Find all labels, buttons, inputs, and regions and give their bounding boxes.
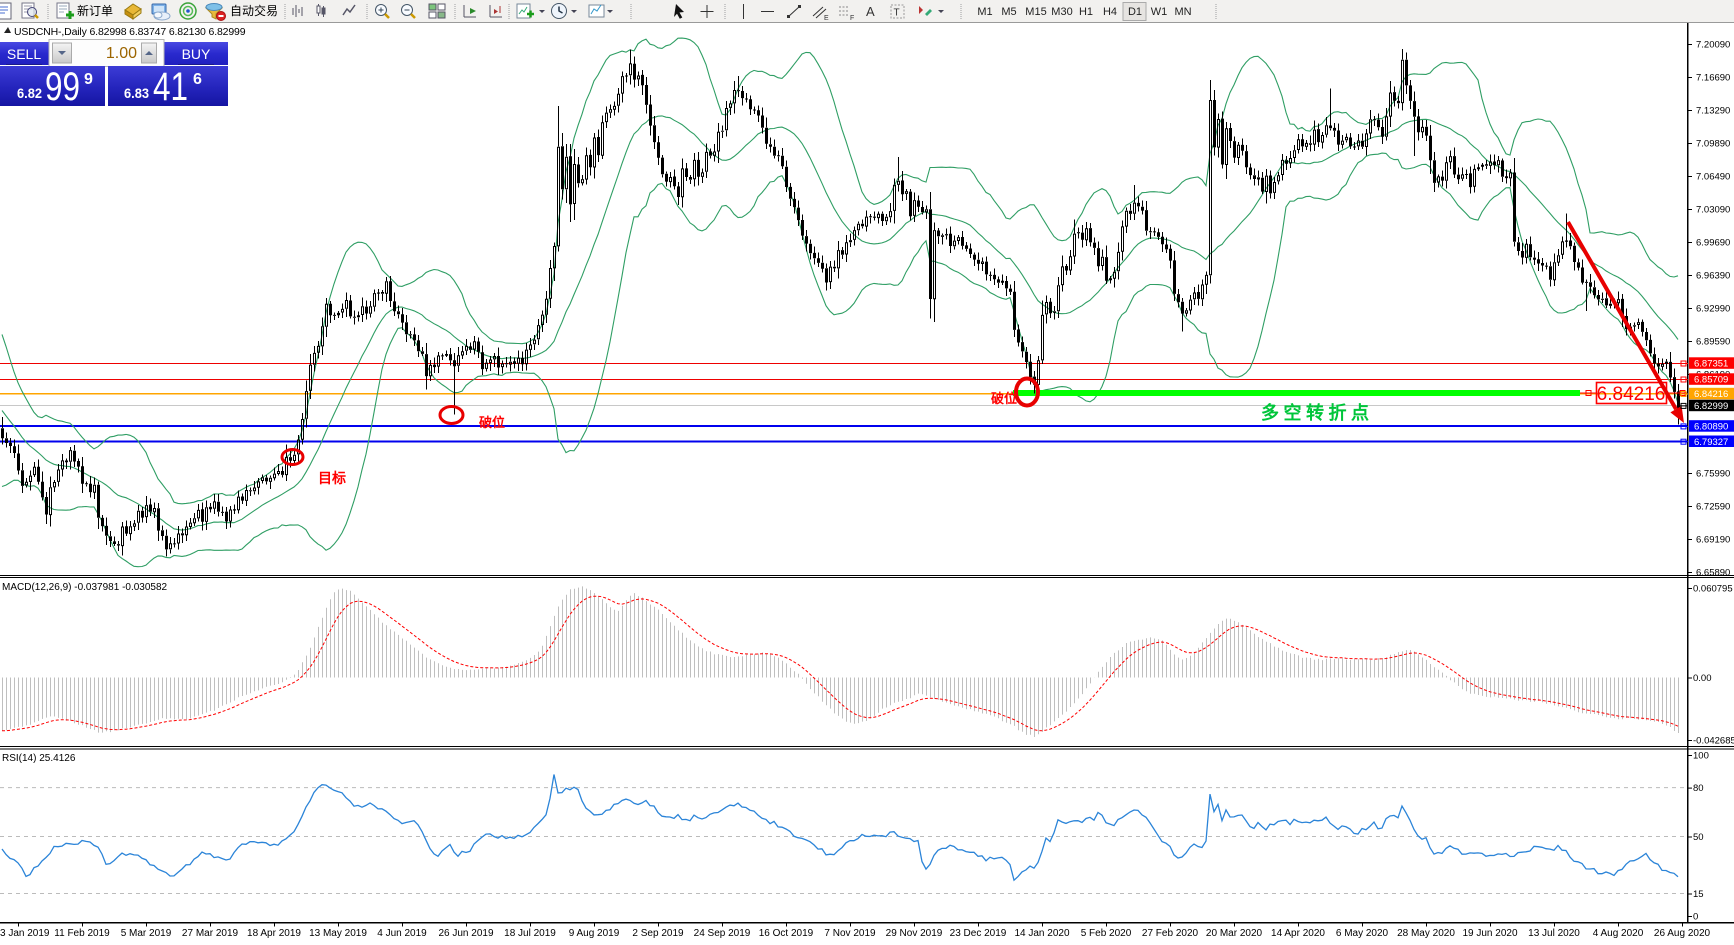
svg-text:27 Mar 2019: 27 Mar 2019	[182, 928, 239, 939]
svg-text:M5: M5	[1001, 6, 1016, 18]
svg-text:多空转折点: 多空转折点	[1261, 402, 1374, 423]
svg-text:6.92990: 6.92990	[1696, 304, 1730, 315]
svg-text:M15: M15	[1025, 6, 1046, 18]
svg-text:4 Aug 2020: 4 Aug 2020	[1593, 928, 1644, 939]
svg-text:SELL: SELL	[7, 46, 41, 62]
svg-text:18 Jul 2019: 18 Jul 2019	[504, 928, 556, 939]
svg-text:BUY: BUY	[182, 46, 211, 62]
svg-text:14 Jan 2020: 14 Jan 2020	[1014, 928, 1069, 939]
svg-text:6.82: 6.82	[17, 85, 42, 101]
svg-text:28 May 2020: 28 May 2020	[1397, 928, 1455, 939]
svg-text:A: A	[866, 4, 875, 19]
svg-text:1.00: 1.00	[106, 45, 137, 62]
svg-text:7 Nov 2019: 7 Nov 2019	[824, 928, 876, 939]
svg-text:9: 9	[84, 71, 93, 88]
svg-text:RSI(14) 25.4126: RSI(14) 25.4126	[2, 753, 76, 764]
svg-text:0.060795: 0.060795	[1693, 584, 1733, 595]
svg-text:5 Mar 2019: 5 Mar 2019	[121, 928, 172, 939]
svg-text:6.75990: 6.75990	[1696, 469, 1730, 480]
svg-text:23 Dec 2019: 23 Dec 2019	[950, 928, 1007, 939]
svg-text:29 Nov 2019: 29 Nov 2019	[886, 928, 943, 939]
svg-text:24 Sep 2019: 24 Sep 2019	[694, 928, 751, 939]
svg-text:26 Jun 2019: 26 Jun 2019	[438, 928, 493, 939]
svg-text:20 Mar 2020: 20 Mar 2020	[1206, 928, 1263, 939]
svg-text:7.06490: 7.06490	[1696, 172, 1730, 183]
svg-text:6.72590: 6.72590	[1696, 502, 1730, 513]
svg-text:7.13290: 7.13290	[1696, 106, 1730, 117]
svg-text:6.96390: 6.96390	[1696, 271, 1730, 282]
svg-text:11 Feb 2019: 11 Feb 2019	[54, 928, 110, 939]
svg-text:26 Aug 2020: 26 Aug 2020	[1654, 928, 1711, 939]
svg-text:3 Jan 2019: 3 Jan 2019	[0, 928, 50, 939]
svg-text:2 Sep 2019: 2 Sep 2019	[632, 928, 684, 939]
svg-text:13 May 2019: 13 May 2019	[309, 928, 367, 939]
svg-text:6: 6	[193, 71, 202, 88]
svg-text:自动交易: 自动交易	[230, 3, 278, 18]
svg-text:19 Jun 2020: 19 Jun 2020	[1462, 928, 1517, 939]
svg-text:7.03090: 7.03090	[1696, 205, 1730, 216]
svg-text:6.80890: 6.80890	[1694, 422, 1728, 433]
svg-text:18 Apr 2019: 18 Apr 2019	[247, 928, 301, 939]
svg-text:0.00: 0.00	[1693, 673, 1712, 684]
svg-text:0: 0	[1693, 912, 1698, 923]
svg-text:-0.042685: -0.042685	[1693, 736, 1734, 747]
svg-text:7.09890: 7.09890	[1696, 139, 1730, 150]
svg-text:6.79327: 6.79327	[1694, 437, 1728, 448]
svg-text:目标: 目标	[318, 470, 346, 486]
svg-text:H1: H1	[1079, 6, 1093, 18]
svg-text:USDCNH-,Daily 6.82998 6.83747: USDCNH-,Daily 6.82998 6.83747 6.82130 6.…	[14, 26, 246, 38]
svg-text:T: T	[894, 8, 900, 19]
svg-text:6.84216: 6.84216	[1597, 384, 1666, 405]
svg-text:41: 41	[153, 65, 188, 109]
svg-text:MN: MN	[1174, 6, 1191, 18]
svg-text:50: 50	[1693, 832, 1704, 843]
svg-text:7.16690: 7.16690	[1696, 73, 1730, 84]
svg-text:14 Apr 2020: 14 Apr 2020	[1271, 928, 1325, 939]
svg-text:80: 80	[1693, 783, 1704, 794]
svg-text:15: 15	[1693, 889, 1704, 900]
svg-text:H4: H4	[1103, 6, 1117, 18]
svg-text:27 Feb 2020: 27 Feb 2020	[1142, 928, 1199, 939]
svg-text:6.82999: 6.82999	[1694, 401, 1728, 412]
svg-text:6.69190: 6.69190	[1696, 535, 1730, 546]
svg-text:100: 100	[1693, 751, 1709, 762]
svg-text:D1: D1	[1128, 6, 1142, 18]
svg-text:E: E	[824, 15, 829, 22]
svg-text:7.20090: 7.20090	[1696, 40, 1730, 51]
svg-text:6.85709: 6.85709	[1694, 375, 1728, 386]
svg-text:6.65890: 6.65890	[1696, 568, 1730, 579]
svg-text:F: F	[850, 15, 854, 22]
svg-text:M30: M30	[1051, 6, 1072, 18]
svg-text:13 Jul 2020: 13 Jul 2020	[1528, 928, 1580, 939]
svg-text:破位: 破位	[991, 391, 1017, 406]
svg-text:5 Feb 2020: 5 Feb 2020	[1081, 928, 1132, 939]
svg-text:9 Aug 2019: 9 Aug 2019	[569, 928, 620, 939]
svg-text:M1: M1	[977, 6, 992, 18]
svg-text:新订单: 新订单	[77, 3, 113, 18]
svg-text:6.89590: 6.89590	[1696, 337, 1730, 348]
svg-text:6.84216: 6.84216	[1694, 389, 1728, 400]
svg-text:99: 99	[45, 65, 80, 109]
svg-text:MACD(12,26,9) -0.037981 -0.030: MACD(12,26,9) -0.037981 -0.030582	[2, 582, 168, 593]
svg-text:6.83: 6.83	[124, 85, 149, 101]
svg-text:6 May 2020: 6 May 2020	[1336, 928, 1389, 939]
svg-text:6.99690: 6.99690	[1696, 238, 1730, 249]
svg-text:16 Oct 2019: 16 Oct 2019	[759, 928, 814, 939]
svg-text:破位: 破位	[479, 415, 505, 430]
svg-text:6.87351: 6.87351	[1694, 359, 1728, 370]
svg-text:4 Jun 2019: 4 Jun 2019	[377, 928, 427, 939]
svg-text:W1: W1	[1151, 6, 1168, 18]
